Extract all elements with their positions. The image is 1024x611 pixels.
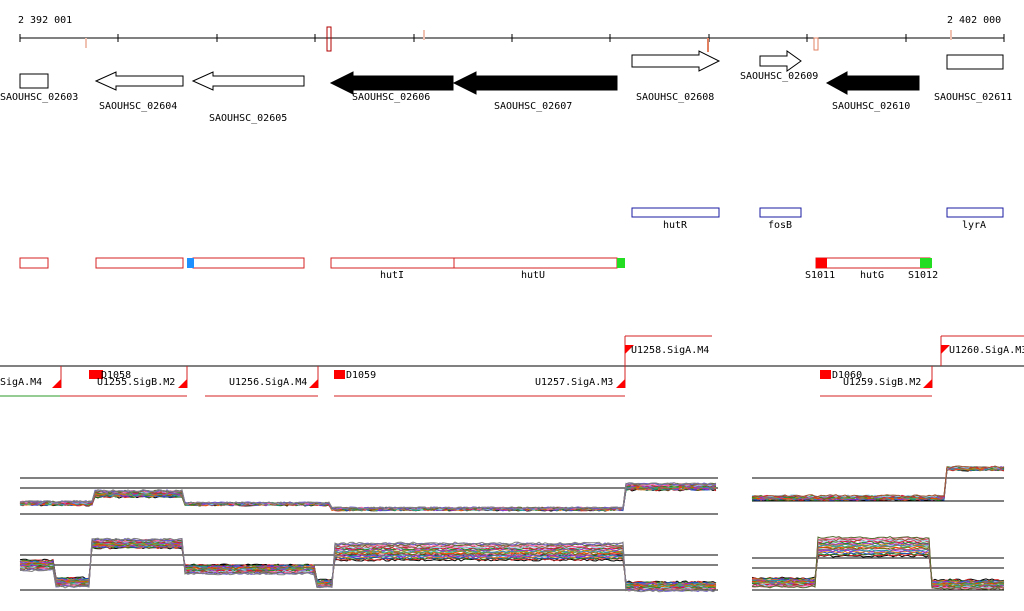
site-label: D1059 [346, 370, 376, 381]
transcript-box[interactable] [19, 257, 49, 269]
ruler-mark [85, 38, 87, 48]
ruler-mark [707, 38, 709, 52]
gene-arrow[interactable] [19, 73, 49, 89]
promoter-label: U1260.SigA.M3 [949, 345, 1024, 356]
promoter-flag [923, 379, 932, 388]
site-label: D1058 [101, 370, 131, 381]
gene-arrow[interactable] [191, 71, 305, 91]
gene-label: SAOUHSC_02611 [934, 92, 1012, 103]
promoter-flag [52, 379, 61, 388]
promoter-label: U1259.SigB.M2 [843, 377, 921, 388]
promoter-track: .SigA.M4 U1255.SigB.M2 U1256.SigA.M4 U12… [0, 335, 1024, 397]
symbol-box[interactable] [759, 207, 802, 218]
ruler-highlight-mark [326, 26, 332, 52]
gene-symbol-label: fosB [768, 220, 792, 231]
promoter-label: .SigA.M4 [0, 377, 42, 388]
site-label: D1060 [832, 370, 862, 381]
gene-label: SAOUHSC_02603 [0, 92, 78, 103]
transcript-label: hutG [860, 270, 884, 281]
gene-label: SAOUHSC_02604 [99, 101, 177, 112]
gene-label: SAOUHSC_02609 [740, 71, 818, 82]
promoter-label: U1257.SigA.M3 [535, 377, 613, 388]
gene-track: SAOUHSC_02603 SAOUHSC_02604 SAOUHSC_0260… [0, 50, 1012, 124]
gene-symbol-label: lyrA [962, 220, 986, 231]
gene-label: SAOUHSC_02605 [209, 113, 287, 124]
gene-symbol-label: hutR [663, 220, 688, 231]
gene-arrow[interactable] [452, 71, 618, 95]
ruler-mark [423, 30, 425, 40]
gene-arrow[interactable] [759, 50, 802, 72]
ruler-start-label: 2 392 001 [18, 15, 72, 26]
promoter-flag [625, 345, 634, 354]
promoter-label: U1256.SigA.M4 [229, 377, 307, 388]
gene-label: SAOUHSC_02608 [636, 92, 714, 103]
transcript-box[interactable] [453, 257, 618, 269]
transcript-track: hutI hutU hutG S1011 S1012 [19, 257, 938, 281]
promoter-flag [941, 345, 950, 354]
expression-panel-top-right [751, 465, 1005, 502]
gene-arrow[interactable] [94, 71, 184, 91]
ruler-mark [950, 30, 952, 40]
transcript-marker [617, 258, 625, 268]
symbol-box[interactable] [631, 207, 720, 218]
promoter-flag [616, 379, 625, 388]
expression-panel-bottom-left [19, 537, 718, 593]
site-marker [820, 370, 831, 379]
site-marker [334, 370, 345, 379]
transcript-box[interactable] [192, 257, 305, 269]
transcript-box[interactable] [815, 257, 931, 269]
gene-arrow[interactable] [631, 50, 721, 72]
expression-panel-bottom-right [751, 535, 1005, 591]
promoter-label: U1255.SigB.M2 [97, 377, 175, 388]
gene-symbol-track [631, 207, 1004, 218]
promoter-label: U1258.SigA.M4 [631, 345, 709, 356]
transcript-marker-label: S1011 [805, 270, 835, 281]
transcript-box[interactable] [330, 257, 455, 269]
transcript-marker [187, 258, 194, 268]
promoter-flag [309, 379, 318, 388]
site-marker [89, 370, 103, 379]
transcript-marker [816, 258, 827, 268]
transcript-marker-label: S1012 [908, 270, 938, 281]
transcript-label: hutI [380, 270, 404, 281]
ruler-end-label: 2 402 000 [947, 15, 1001, 26]
gene-arrow[interactable] [825, 71, 920, 95]
gene-label: SAOUHSC_02610 [832, 101, 910, 112]
gene-label: SAOUHSC_02606 [352, 92, 430, 103]
transcript-marker [920, 258, 932, 268]
transcript-box[interactable] [95, 257, 184, 269]
symbol-box[interactable] [946, 207, 1004, 218]
transcript-label: hutU [521, 270, 545, 281]
gene-label: SAOUHSC_02607 [494, 101, 572, 112]
gene-arrow[interactable] [946, 54, 1004, 70]
expression-panel-top-left [19, 477, 718, 515]
promoter-flag [178, 379, 187, 388]
coordinate-ruler: 2 392 001 2 402 000 [18, 15, 1005, 52]
gene-arrow[interactable] [329, 71, 454, 95]
ruler-mark [813, 37, 819, 51]
